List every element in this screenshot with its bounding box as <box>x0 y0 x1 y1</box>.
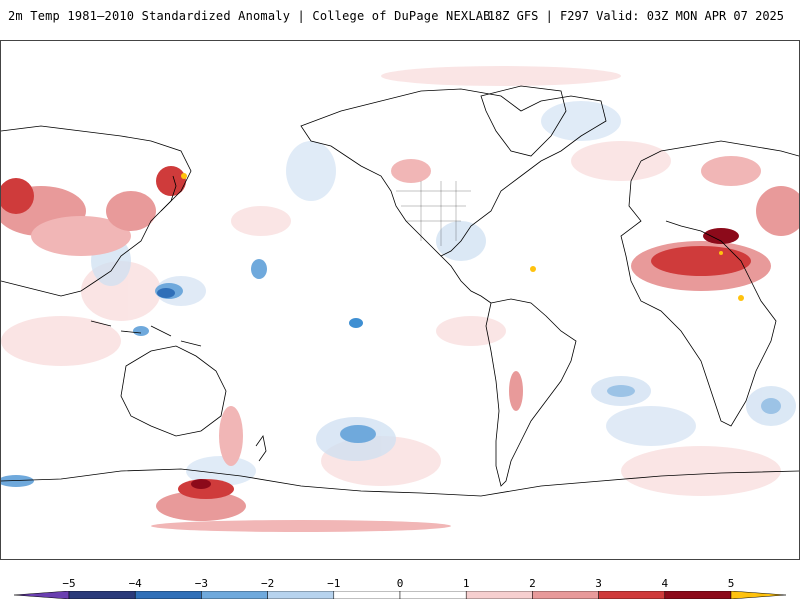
asia-outline <box>1 125 192 297</box>
greenland-outline <box>480 85 567 157</box>
legend: −5 −4 −3 −2 −1 0 1 2 3 4 5 <box>0 560 800 600</box>
map-header: 2m Temp 1981–2010 Standardized Anomaly |… <box>0 0 800 40</box>
colorbar-segment <box>267 591 335 599</box>
extreme-warm-spots <box>181 173 744 301</box>
central-america-outline <box>440 255 492 304</box>
legend-tick-label: −4 <box>128 577 142 590</box>
north-america-outline <box>300 88 607 257</box>
indonesia-outline <box>90 320 202 347</box>
model-run-info: 18Z GFS | F297 Valid: 03Z MON APR 07 202… <box>487 9 784 23</box>
slight-warm-anomaly-areas <box>1 66 781 496</box>
australia-outline <box>120 345 227 437</box>
colorbar-under-triangle <box>14 591 70 599</box>
warm-anomaly-areas <box>1 156 799 532</box>
colorbar-segment <box>598 591 666 599</box>
cool-anomaly-areas <box>1 259 781 487</box>
anomaly-map <box>0 40 800 560</box>
anomaly-map-canvas <box>1 41 799 559</box>
state-borders <box>396 181 471 246</box>
europe-africa-outline <box>620 140 799 427</box>
colorbar-segment <box>532 591 599 599</box>
colorbar-segment <box>465 591 533 599</box>
colorbar-segment <box>68 591 136 599</box>
colorbar-over-triangle <box>730 591 786 599</box>
legend-tick-label: −1 <box>327 577 341 590</box>
new-zealand-outline <box>255 435 267 462</box>
south-america-outline <box>485 298 577 487</box>
legend-tick-label: 2 <box>529 577 536 590</box>
legend-tick-label: −2 <box>260 577 275 590</box>
colorbar-segment <box>664 591 732 599</box>
colorbar-segment <box>333 591 401 599</box>
map-title: 2m Temp 1981–2010 Standardized Anomaly |… <box>8 9 491 23</box>
legend-tick-label: −3 <box>194 577 209 590</box>
legend-tick-label: 0 <box>396 577 404 590</box>
legend-tick-label: 3 <box>595 577 602 590</box>
japan-outline <box>160 175 177 212</box>
legend-tick-label: 4 <box>661 577 669 590</box>
colorbar-segment <box>399 591 467 599</box>
colorbar <box>14 591 786 599</box>
legend-tick-label: 1 <box>462 577 470 590</box>
coastlines <box>1 85 799 497</box>
legend-tick-label: −5 <box>62 577 76 590</box>
antarctica-outline <box>1 468 799 497</box>
colorbar-segment <box>134 591 202 599</box>
legend-tick-label: 5 <box>727 577 735 590</box>
colorbar-segment <box>201 591 268 599</box>
